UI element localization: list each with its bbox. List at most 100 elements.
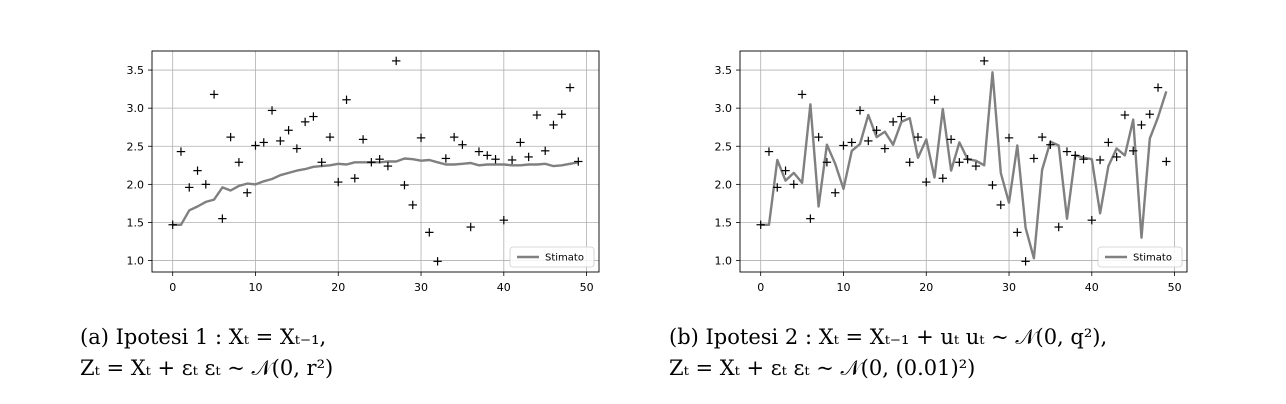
observation-marker bbox=[938, 174, 948, 183]
observation-marker bbox=[251, 141, 260, 150]
observation-marker bbox=[532, 110, 542, 120]
observation-marker bbox=[1153, 83, 1163, 92]
observation-marker bbox=[1137, 120, 1146, 130]
observation-marker bbox=[524, 152, 533, 162]
y-tick-label: 1.0 bbox=[127, 255, 145, 268]
observation-marker bbox=[218, 214, 227, 223]
observation-marker bbox=[540, 146, 550, 156]
observation-marker bbox=[416, 133, 426, 143]
y-tick-label: 3.0 bbox=[715, 102, 733, 115]
observation-marker bbox=[358, 135, 368, 144]
observation-marker bbox=[897, 112, 906, 121]
legend: Stimato bbox=[1097, 246, 1183, 268]
y-tick-label: 2.5 bbox=[715, 140, 733, 153]
observation-marker bbox=[1095, 155, 1105, 165]
observation-marker bbox=[996, 200, 1005, 210]
observation-marker bbox=[930, 95, 939, 104]
observation-marker bbox=[946, 135, 956, 144]
observation-marker bbox=[342, 95, 351, 104]
observation-marker bbox=[284, 126, 293, 135]
observation-marker bbox=[1071, 151, 1080, 160]
caption-b-line-2: Zₜ = Xₜ + εₜ εₜ ~ 𝒩(0, (0.01)²) bbox=[669, 356, 976, 380]
observation-marker bbox=[234, 158, 244, 167]
observation-marker bbox=[449, 132, 459, 142]
chart-panel-a: 0 10 20 30 40 50 1.0 1.5 2.0 2.5 3.0 3.5 Stimato bbox=[127, 50, 600, 294]
observation-marker bbox=[988, 180, 997, 190]
observation-marker bbox=[855, 106, 865, 115]
x-tick-label: 40 bbox=[1085, 281, 1099, 294]
observation-marker bbox=[267, 106, 277, 115]
observation-marker bbox=[383, 161, 393, 171]
observation-marker bbox=[1128, 146, 1138, 156]
caption-a-line-1: (a) Ipotesi 1 : Xₜ = Xₜ₋₁, bbox=[80, 325, 327, 349]
axes-frame bbox=[739, 50, 1188, 273]
observation-marker bbox=[334, 177, 343, 187]
observation-marker bbox=[806, 214, 815, 223]
observation-marker bbox=[325, 132, 335, 142]
observation-marker bbox=[242, 188, 252, 197]
observation-marker bbox=[193, 166, 202, 175]
x-tick-label: 20 bbox=[919, 281, 933, 294]
observation-marker bbox=[499, 215, 509, 225]
observation-marker bbox=[963, 155, 972, 164]
y-tick-label: 2.5 bbox=[127, 140, 145, 153]
observation-marker bbox=[839, 141, 848, 150]
observation-marker bbox=[773, 183, 782, 192]
observation-marker bbox=[1162, 157, 1171, 166]
observation-marker bbox=[971, 161, 981, 171]
x-tick-label: 40 bbox=[497, 281, 511, 294]
caption-b-line-1: (b) Ipotesi 2 : Xₜ = Xₜ₋₁ + uₜ uₜ ~ 𝒩(0,… bbox=[669, 325, 1108, 349]
y-tick-label: 1.0 bbox=[715, 255, 733, 268]
observation-marker bbox=[367, 158, 376, 167]
observation-marker bbox=[458, 140, 467, 149]
observation-marker bbox=[888, 117, 898, 127]
observation-marker bbox=[491, 155, 500, 164]
observation-marker bbox=[300, 117, 310, 127]
observation-marker bbox=[1079, 155, 1088, 164]
observation-marker bbox=[822, 158, 832, 167]
observation-marker bbox=[955, 158, 964, 167]
plot-area bbox=[740, 51, 1187, 272]
x-tick-label: 0 bbox=[169, 281, 176, 294]
observation-marker bbox=[176, 147, 186, 156]
legend-label: Stimato bbox=[545, 253, 584, 264]
observation-marker bbox=[433, 257, 442, 266]
observation-marker bbox=[1145, 110, 1154, 119]
caption-a-line-2: Zₜ = Xₜ + εₜ εₜ ~ 𝒩(0, r²) bbox=[80, 356, 334, 380]
observation-marker bbox=[557, 110, 566, 119]
observation-marker bbox=[408, 200, 417, 210]
observation-marker bbox=[507, 155, 517, 165]
y-tick-label: 3.5 bbox=[127, 64, 145, 77]
observation-marker bbox=[1054, 222, 1063, 232]
y-tick-label: 2.0 bbox=[127, 178, 145, 191]
x-tick-label: 30 bbox=[414, 281, 428, 294]
observation-marker bbox=[309, 112, 318, 121]
series-line-estimate bbox=[760, 71, 1168, 260]
x-tick-label: 50 bbox=[580, 281, 594, 294]
observation-marker bbox=[375, 155, 384, 164]
observation-marker bbox=[292, 144, 302, 153]
observation-marker bbox=[1021, 257, 1030, 266]
caption-b: (b) Ipotesi 2 : Xₜ = Xₜ₋₁ + uₜ uₜ ~ 𝒩(0,… bbox=[669, 322, 1107, 384]
observation-marker bbox=[756, 220, 765, 229]
observation-marker bbox=[913, 132, 923, 142]
x-tick-label: 10 bbox=[836, 281, 850, 294]
observation-marker bbox=[797, 90, 807, 99]
observation-marker bbox=[201, 180, 211, 189]
observation-marker bbox=[226, 132, 235, 142]
observation-marker bbox=[549, 120, 558, 130]
observation-marker bbox=[185, 183, 194, 192]
observation-marker bbox=[516, 138, 525, 147]
y-tick-label: 3.5 bbox=[715, 64, 733, 77]
observation-marker bbox=[1013, 228, 1022, 237]
observation-marker bbox=[781, 166, 790, 175]
observation-marker bbox=[1037, 132, 1047, 142]
observation-marker bbox=[814, 132, 823, 142]
observation-marker bbox=[317, 158, 326, 167]
legend-box bbox=[509, 246, 595, 268]
x-tick-label: 20 bbox=[331, 281, 345, 294]
legend: Stimato bbox=[509, 246, 595, 268]
observation-marker bbox=[905, 158, 914, 167]
observation-marker bbox=[1004, 133, 1014, 143]
observation-marker bbox=[880, 144, 890, 153]
